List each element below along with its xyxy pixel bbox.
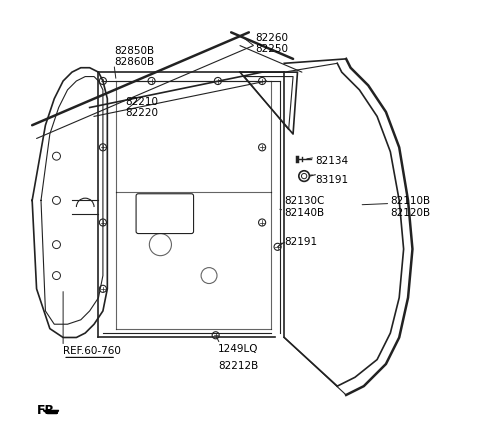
Text: 1249LQ: 1249LQ [218, 344, 258, 353]
Text: 82191: 82191 [284, 237, 317, 247]
Text: 82110B
82120B: 82110B 82120B [390, 196, 431, 218]
Text: 83191: 83191 [315, 175, 348, 186]
Text: 82210
82220: 82210 82220 [125, 97, 158, 118]
Text: 82212B: 82212B [218, 361, 258, 371]
Text: REF.60-760: REF.60-760 [63, 346, 121, 356]
Text: FR.: FR. [36, 404, 60, 417]
Text: 82850B
82860B: 82850B 82860B [114, 46, 154, 68]
Polygon shape [43, 410, 59, 413]
Text: 82134: 82134 [315, 156, 348, 166]
Text: 82130C
82140B: 82130C 82140B [284, 196, 324, 218]
Text: 82260
82250: 82260 82250 [255, 32, 288, 54]
